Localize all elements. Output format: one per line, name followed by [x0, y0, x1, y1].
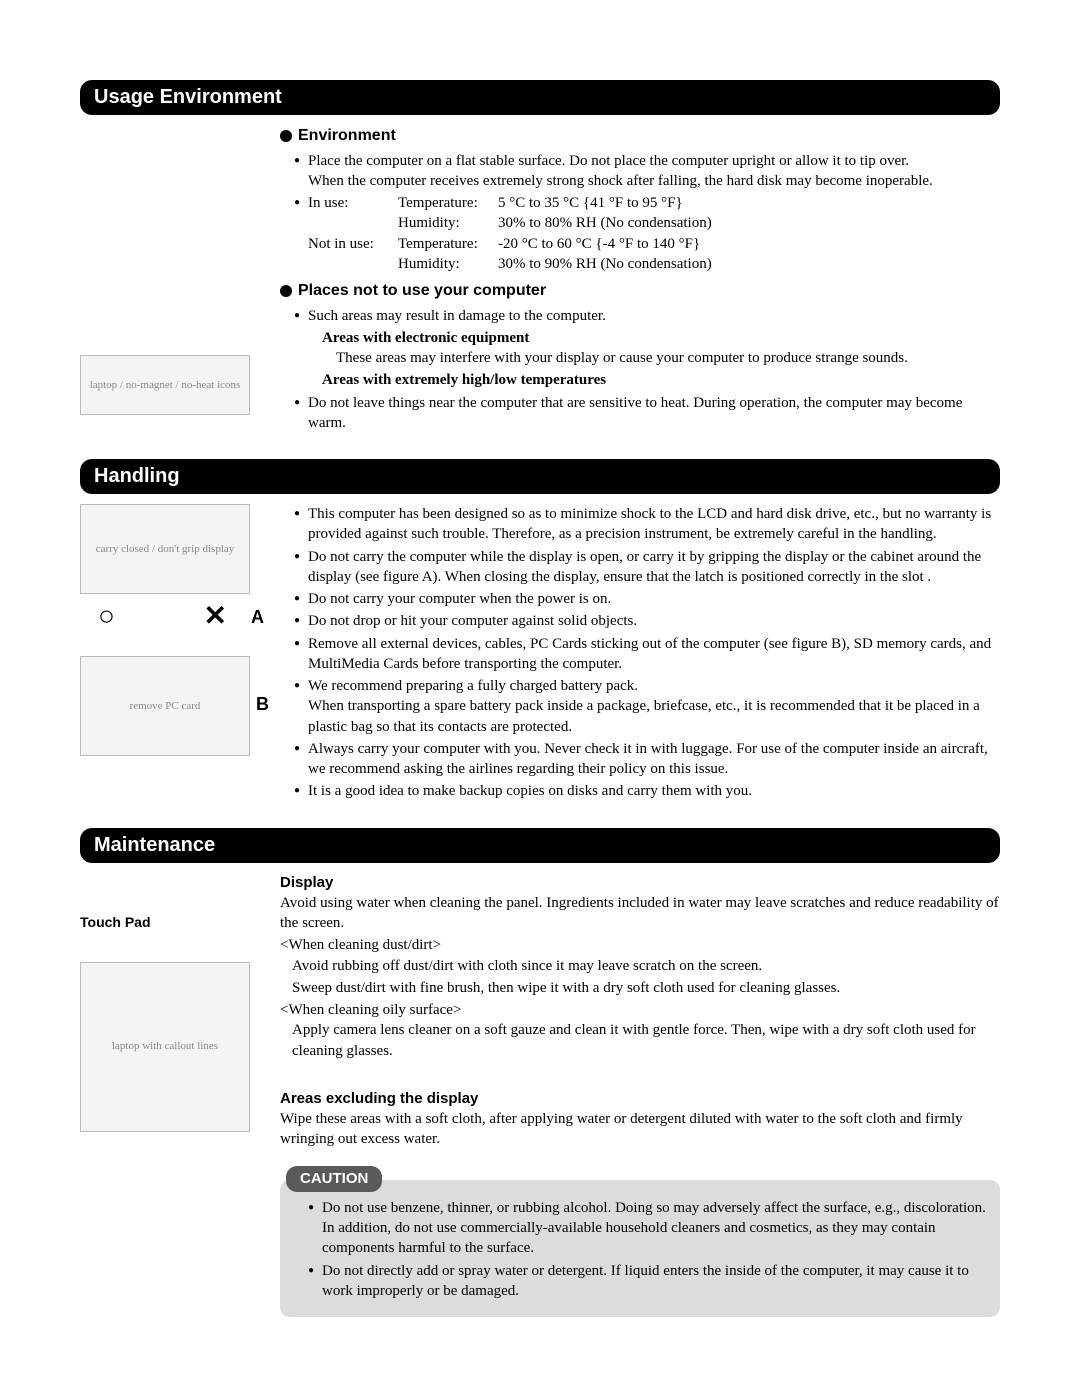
handling-list: This computer has been designed so as to…: [280, 504, 1000, 802]
handling-figure-a: carry closed / don't grip display: [80, 504, 250, 594]
handling-item-7: Always carry your computer with you. Nev…: [294, 739, 1000, 780]
display-text-1: Avoid using water when cleaning the pane…: [280, 893, 1000, 934]
display-angle-dust: <When cleaning dust/dirt>: [280, 935, 1000, 955]
mark-ng-icon: ✕: [204, 598, 227, 636]
env-item-flat-surface: Place the computer on a flat stable surf…: [294, 151, 1000, 192]
areas-heading: Areas excluding the display: [280, 1089, 1000, 1109]
places-damage-text: Such areas may result in damage to the c…: [308, 308, 606, 324]
usage-content: Environment Place the computer on a flat…: [280, 125, 1000, 435]
handling-item-6b-text: When transporting a spare battery pack i…: [308, 698, 980, 734]
maintenance-illustration-col: Touch Pad laptop with callout lines: [80, 873, 280, 1318]
handling-item-3: Do not carry your computer when the powe…: [294, 589, 1000, 609]
handling-illustration-col: carry closed / don't grip display ○ ✕ A …: [80, 504, 280, 804]
bullet-dot-icon: [280, 130, 292, 142]
caution-box: Do not use benzene, thinner, or rubbing …: [280, 1180, 1000, 1317]
caution-item-1: Do not use benzene, thinner, or rubbing …: [308, 1198, 986, 1259]
caution-block: CAUTION Do not use benzene, thinner, or …: [280, 1166, 1000, 1318]
handling-item-8: It is a good idea to make backup copies …: [294, 781, 1000, 801]
places-item-heat: Do not leave things near the computer th…: [294, 393, 1000, 434]
places-electronic-heading: Areas with electronic equipment: [322, 328, 1000, 348]
inuse-hum: 30% to 80% RH (No condensation): [498, 213, 1000, 233]
maintenance-illustration: laptop with callout lines: [80, 962, 250, 1132]
section-usage: laptop / no-magnet / no-heat icons Envir…: [80, 125, 1000, 435]
handling-item-6-text: We recommend preparing a fully charged b…: [308, 678, 638, 694]
subheading-environment-text: Environment: [298, 125, 396, 147]
subheading-environment: Environment: [280, 125, 1000, 147]
handling-item-5: Remove all external devices, cables, PC …: [294, 634, 1000, 675]
maintenance-content: Display Avoid using water when cleaning …: [280, 873, 1000, 1318]
inuse-temp: 5 °C to 35 °C {41 °F to 95 °F}: [498, 193, 1000, 213]
subheading-places-text: Places not to use your computer: [298, 280, 546, 302]
figure-b-label: B: [256, 692, 275, 716]
display-oily-t1: Apply camera lens cleaner on a soft gauz…: [292, 1020, 1000, 1061]
figure-a-label: A: [251, 605, 270, 629]
handling-item-2: Do not carry the computer while the disp…: [294, 547, 1000, 588]
inuse-label: In use:: [308, 193, 398, 213]
temp-label-2: Temperature:: [398, 234, 498, 254]
handling-content: This computer has been designed so as to…: [280, 504, 1000, 804]
hum-label-2: Humidity:: [398, 254, 498, 274]
places-list: Such areas may result in damage to the c…: [280, 306, 1000, 434]
touchpad-label: Touch Pad: [80, 913, 270, 932]
notinuse-label: Not in use:: [308, 234, 398, 254]
display-dust-t2: Sweep dust/dirt with fine brush, then wi…: [292, 978, 1000, 998]
areas-text: Wipe these areas with a soft cloth, afte…: [280, 1109, 1000, 1150]
env-flat-text: Place the computer on a flat stable surf…: [308, 153, 909, 169]
usage-illustration: laptop / no-magnet / no-heat icons: [80, 355, 250, 415]
env-shock-text: When the computer receives extremely str…: [308, 173, 933, 189]
env-item-specs: In use: Temperature: 5 °C to 35 °C {41 °…: [294, 193, 1000, 274]
places-temp-heading: Areas with extremely high/low temperatur…: [322, 370, 1000, 390]
section-header-maintenance: Maintenance: [80, 828, 1000, 863]
display-heading: Display: [280, 873, 1000, 893]
section-handling: carry closed / don't grip display ○ ✕ A …: [80, 504, 1000, 804]
handling-figure-b: remove PC card: [80, 656, 250, 756]
handling-item-6: We recommend preparing a fully charged b…: [294, 676, 1000, 737]
usage-illustration-col: laptop / no-magnet / no-heat icons: [80, 125, 280, 435]
subheading-places: Places not to use your computer: [280, 280, 1000, 302]
temp-label-1: Temperature:: [398, 193, 498, 213]
notinuse-temp: -20 °C to 60 °C {-4 °F to 140 °F}: [498, 234, 1000, 254]
handling-item-1: This computer has been designed so as to…: [294, 504, 1000, 545]
places-item-damage: Such areas may result in damage to the c…: [294, 306, 1000, 391]
caution-label: CAUTION: [286, 1166, 382, 1192]
handling-item-4: Do not drop or hit your computer against…: [294, 611, 1000, 631]
section-maintenance: Touch Pad laptop with callout lines Disp…: [80, 873, 1000, 1318]
hum-label-1: Humidity:: [398, 213, 498, 233]
display-angle-oily: <When cleaning oily surface>: [280, 1000, 1000, 1020]
bullet-dot-icon: [280, 285, 292, 297]
caution-list: Do not use benzene, thinner, or rubbing …: [294, 1198, 986, 1301]
section-header-handling: Handling: [80, 459, 1000, 494]
mark-ok-icon: ○: [98, 598, 115, 636]
caution-item-2: Do not directly add or spray water or de…: [308, 1261, 986, 1302]
display-dust-t1: Avoid rubbing off dust/dirt with cloth s…: [292, 956, 1000, 976]
notinuse-hum: 30% to 90% RH (No condensation): [498, 254, 1000, 274]
places-electronic-text: These areas may interfere with your disp…: [336, 348, 1000, 368]
environment-list: Place the computer on a flat stable surf…: [280, 151, 1000, 275]
section-header-usage: Usage Environment: [80, 80, 1000, 115]
